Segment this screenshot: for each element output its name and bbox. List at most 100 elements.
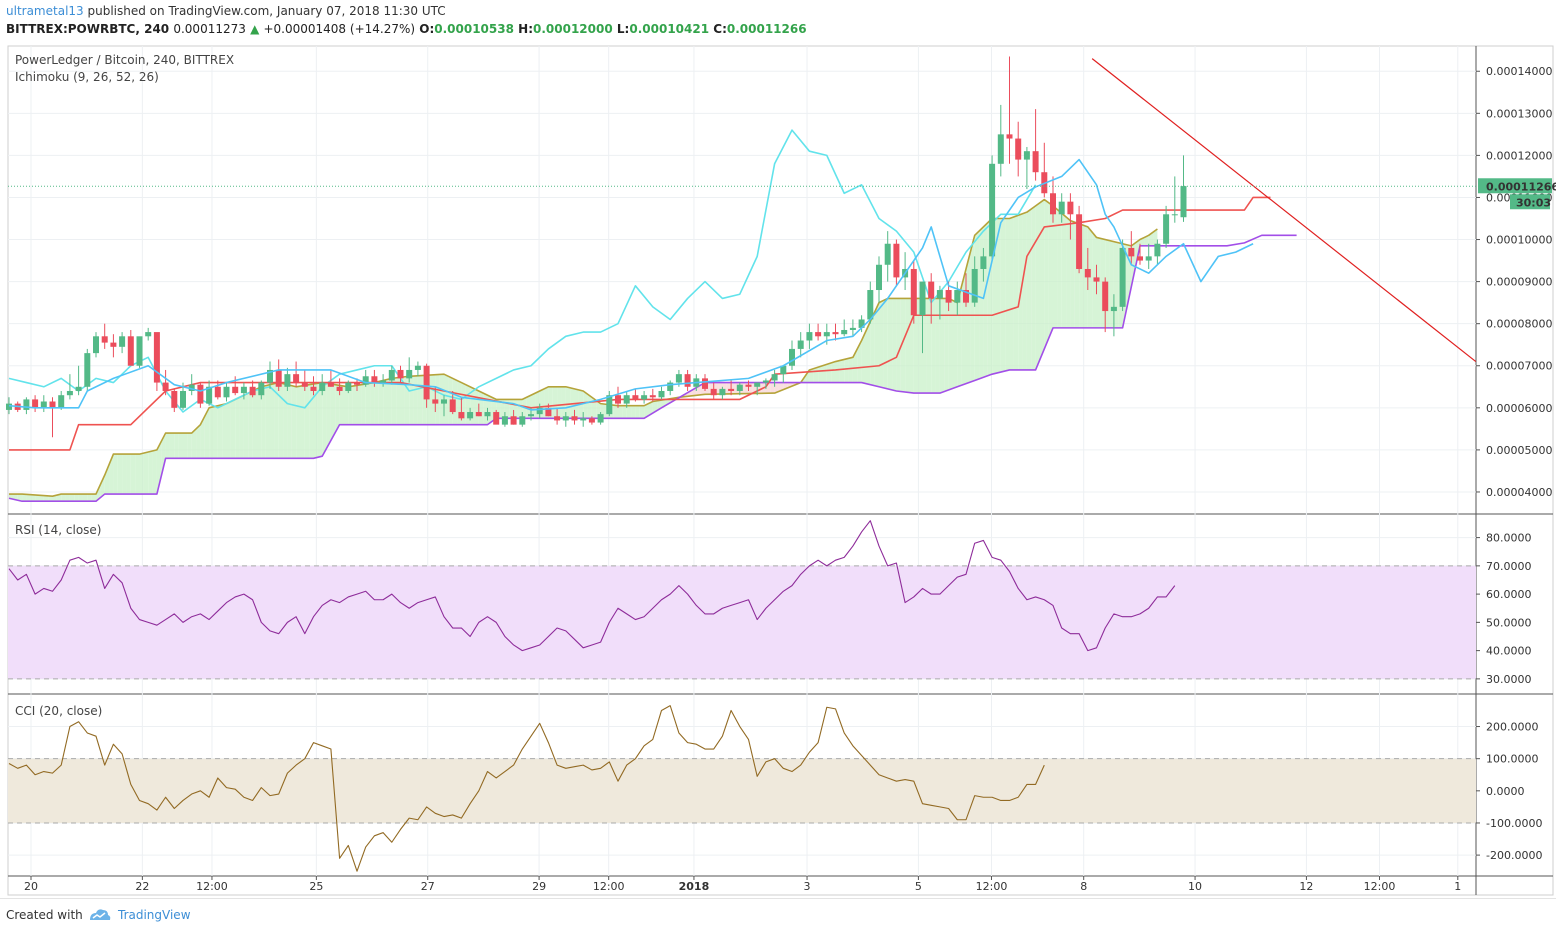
candle-body — [606, 395, 613, 415]
candle-body — [301, 382, 308, 387]
time-tick-label: 5 — [915, 880, 922, 893]
candle-body — [1128, 247, 1135, 257]
candle-body — [1102, 281, 1109, 312]
candle-body — [206, 386, 213, 404]
candle-body — [1050, 193, 1056, 215]
candle-body — [40, 401, 47, 408]
candle-up — [606, 390, 613, 417]
candle-up — [267, 361, 273, 389]
time-tick-label: 2018 — [679, 880, 710, 893]
candle-body — [1163, 214, 1170, 244]
time-tick-label: 12:00 — [196, 880, 228, 893]
candle-down — [493, 409, 500, 425]
candle-up — [771, 369, 778, 387]
candle-body — [345, 382, 352, 391]
candle-down — [510, 409, 517, 425]
candle-body — [66, 390, 73, 396]
cloud-segment-bullish — [169, 433, 175, 459]
rsi-band — [8, 565, 1476, 679]
candle-body — [188, 384, 195, 391]
author-link[interactable]: ultrametal13 — [6, 4, 84, 18]
candle-body — [675, 374, 682, 383]
candle-body — [832, 332, 839, 335]
cloud-segment-bullish — [296, 386, 301, 459]
candle-body — [1067, 201, 1074, 215]
candle-body — [354, 382, 360, 385]
rsi-line — [8, 520, 1176, 652]
cloud-segment-bullish — [191, 428, 197, 459]
candle-down — [815, 323, 822, 341]
cloud-segment-bullish — [235, 397, 240, 459]
candle-down — [928, 273, 935, 324]
candle-up — [597, 412, 604, 425]
candle-body — [797, 340, 804, 349]
cloud-segment-bullish — [326, 383, 331, 449]
cloud-segment-bullish — [1009, 216, 1014, 370]
cloud-segment-bullish — [413, 375, 418, 425]
cloud-segment-bullish — [200, 416, 205, 459]
candle-body — [762, 380, 769, 383]
cloud-segment-bullish — [82, 494, 88, 502]
candle-down — [1015, 121, 1022, 177]
cloud-segment-bullish — [665, 398, 671, 406]
cloud-segment-bullish — [1148, 232, 1154, 246]
cloud-segment-bullish — [335, 384, 340, 433]
candle-body — [362, 376, 369, 385]
candle-up — [971, 256, 978, 307]
open-value: 0.00010538 — [434, 22, 514, 36]
candle-body — [49, 401, 56, 408]
candle-up — [406, 357, 413, 383]
candle-body — [867, 290, 874, 320]
candle-body — [806, 332, 813, 341]
candle-up — [1058, 193, 1065, 223]
candle-body — [580, 418, 587, 421]
cloud-segment-bullish — [874, 302, 879, 387]
high-label: H: — [518, 22, 533, 36]
candle-body — [232, 386, 239, 394]
cloud-segment-bullish — [165, 433, 170, 459]
price-tick-label: 30.0000 — [1486, 673, 1532, 686]
ichimoku-label: Ichimoku (9, 26, 52, 26) — [15, 70, 159, 84]
candle-body — [162, 382, 169, 391]
cloud-segment-bullish — [330, 383, 336, 441]
candle-down — [336, 378, 343, 396]
countdown-tag-label: 30:03 — [1516, 196, 1551, 209]
price-tick-label: 80.0000 — [1486, 532, 1532, 545]
candle-up — [797, 332, 804, 358]
tradingview-brand-link[interactable]: TradingView — [118, 908, 191, 922]
cloud-segment-bullish — [348, 386, 353, 425]
price-tick-label: 50.0000 — [1486, 616, 1532, 629]
candle-body — [562, 416, 569, 421]
ichimoku-span-b-line — [8, 234, 1297, 503]
candle-up — [75, 365, 82, 396]
candle-body — [493, 412, 500, 425]
cloud-segment-bullish — [313, 383, 318, 459]
candle-up — [93, 332, 99, 358]
drawn-trend-line[interactable] — [1091, 58, 1477, 363]
time-tick-label: 10 — [1188, 880, 1202, 893]
candle-up — [1180, 155, 1187, 222]
chart-header: ultrametal13 published on TradingView.co… — [0, 0, 1556, 42]
cloud-segment-bearish — [726, 382, 732, 394]
cloud-segment-bullish — [396, 377, 401, 425]
candles — [6, 56, 1187, 438]
cloud-segment-bullish — [274, 382, 279, 459]
chart-canvas[interactable]: 20 22 12:00 25 27 29 12:00 2018 3 5 12:00 8 10 12 12:0… — [0, 42, 1556, 898]
cloud-segment-bullish — [883, 298, 888, 389]
cloud-segment-bullish — [17, 494, 23, 502]
candle-up — [876, 256, 882, 303]
candle-body — [919, 281, 926, 316]
cloud-segment-bullish — [809, 368, 814, 383]
cloud-segment-bullish — [974, 231, 980, 381]
candle-body — [1006, 134, 1013, 139]
cloud-segment-bullish — [69, 494, 75, 502]
candle-body — [388, 369, 395, 381]
cloud-segment-bullish — [265, 384, 270, 459]
cloud-segment-bullish — [187, 433, 192, 459]
candle-up — [501, 412, 508, 427]
cloud-segment-bullish — [378, 380, 384, 425]
cloud-segment-bullish — [309, 383, 314, 459]
candle-body — [75, 386, 82, 391]
candle-up — [789, 340, 795, 370]
cloud-segment-bullish — [26, 494, 31, 502]
